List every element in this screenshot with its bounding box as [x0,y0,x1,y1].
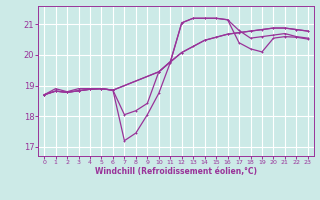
X-axis label: Windchill (Refroidissement éolien,°C): Windchill (Refroidissement éolien,°C) [95,167,257,176]
